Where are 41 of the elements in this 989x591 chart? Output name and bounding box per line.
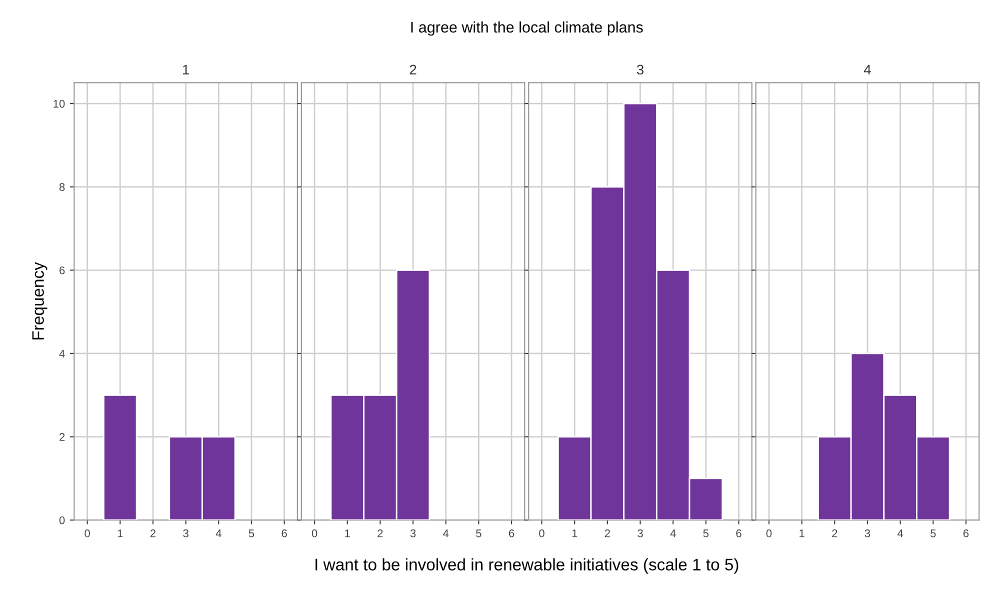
x-tick-label: 3 <box>864 529 870 538</box>
y-tick-label: 2 <box>60 433 65 441</box>
y-tick-label: 10 <box>54 100 65 108</box>
x-tick-label: 4 <box>216 530 222 538</box>
y-axis-title: Frequency <box>32 262 48 340</box>
x-tick-label: 2 <box>832 529 838 538</box>
x-tick-label: 1 <box>572 530 578 538</box>
x-tick-label: 4 <box>670 530 676 538</box>
x-tick-label: 3 <box>638 529 643 538</box>
x-tick-label: 3 <box>183 529 188 538</box>
chart-title: 2 <box>410 64 416 74</box>
x-tick-label: 0 <box>539 529 544 538</box>
y-tick-label: 0 <box>59 516 65 524</box>
x-axis-title: I want to be involved in renewable initiatives (scale 1 to 5) <box>316 558 738 574</box>
x-tick-label: 2 <box>378 529 383 538</box>
x-tick-label: 5 <box>703 530 709 538</box>
chart-title: 1 <box>183 64 189 74</box>
x-tick-label: 1 <box>118 530 123 538</box>
x-tick-label: 4 <box>443 530 449 538</box>
x-tick-label: 5 <box>476 530 482 538</box>
x-tick-label: 0 <box>312 529 318 538</box>
x-tick-label: 3 <box>410 529 416 538</box>
x-tick-label: 0 <box>766 529 772 538</box>
x-tick-label: 5 <box>248 530 254 538</box>
x-tick-label: 4 <box>897 530 904 538</box>
y-tick-label: 6 <box>60 266 65 274</box>
x-tick-label: 5 <box>930 530 936 538</box>
x-tick-label: 2 <box>150 529 156 538</box>
chart-title: 3 <box>636 64 644 75</box>
text: I agree with the local climate plans <box>411 21 643 36</box>
y-tick-label: 8 <box>59 183 65 192</box>
chart-title: 4 <box>864 64 871 74</box>
x-tick-label: 6 <box>509 529 514 538</box>
x-tick-label: 1 <box>345 530 350 538</box>
x-tick-label: 6 <box>282 529 287 538</box>
x-tick-label: 1 <box>800 530 804 538</box>
x-tick-label: 6 <box>736 529 742 538</box>
y-tick-label: 4 <box>59 350 65 358</box>
x-tick-label: 6 <box>963 529 969 538</box>
x-tick-label: 2 <box>604 529 610 538</box>
x-tick-label: 0 <box>84 529 90 538</box>
